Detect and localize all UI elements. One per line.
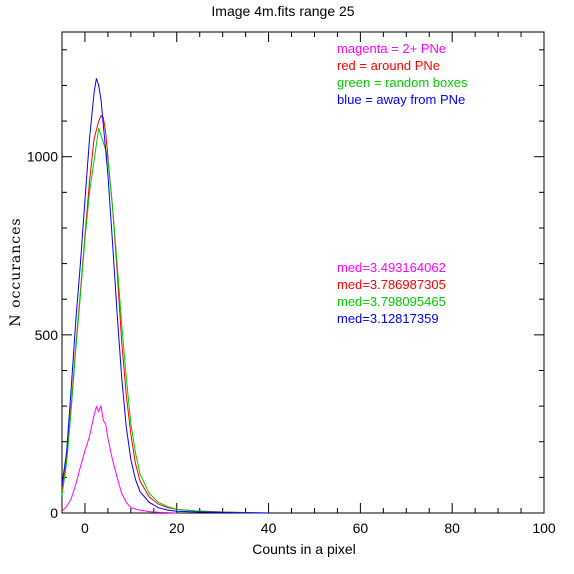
x-tick-label: 20 bbox=[169, 520, 185, 536]
legend: magenta = 2+ PNe red = around PNe green = … bbox=[337, 41, 468, 107]
chart-title: Image 4m.fits range 25 bbox=[211, 3, 354, 19]
x-tick-label: 40 bbox=[261, 520, 277, 536]
legend-entry: red = around PNe bbox=[337, 58, 440, 73]
series-line bbox=[61, 128, 269, 514]
median-annotation: med=3.12817359 bbox=[337, 311, 439, 326]
x-axis-label: Counts in a pixel bbox=[252, 541, 356, 557]
x-tick-label: 80 bbox=[444, 520, 460, 536]
legend-entry: green = random boxes bbox=[337, 75, 468, 90]
x-tick-labels: 0 20 40 60 80 100 bbox=[81, 520, 556, 536]
y-axis-label: N occurances bbox=[8, 217, 24, 326]
x-tick-label: 100 bbox=[532, 520, 556, 536]
series-line bbox=[61, 78, 269, 514]
x-tick-label: 60 bbox=[353, 520, 369, 536]
median-annotations: med=3.493164062 med=3.786987305 med=3.7980… bbox=[337, 260, 446, 326]
x-tick-label: 0 bbox=[81, 520, 89, 536]
y-tick-label: 0 bbox=[50, 505, 58, 521]
series-lines bbox=[61, 78, 269, 514]
plot-frame bbox=[61, 31, 545, 514]
median-annotation: med=3.798095465 bbox=[337, 294, 446, 309]
legend-entry: blue = away from PNe bbox=[337, 92, 465, 107]
axis-ticks bbox=[61, 32, 545, 514]
y-tick-label: 1000 bbox=[27, 149, 58, 165]
median-annotation: med=3.786987305 bbox=[337, 277, 446, 292]
y-tick-label: 500 bbox=[35, 327, 59, 343]
legend-entry: magenta = 2+ PNe bbox=[337, 41, 446, 56]
series-line bbox=[61, 404, 177, 514]
y-tick-labels: 0 500 1000 bbox=[27, 149, 58, 521]
series-line bbox=[61, 114, 269, 514]
median-annotation: med=3.493164062 bbox=[337, 260, 446, 275]
